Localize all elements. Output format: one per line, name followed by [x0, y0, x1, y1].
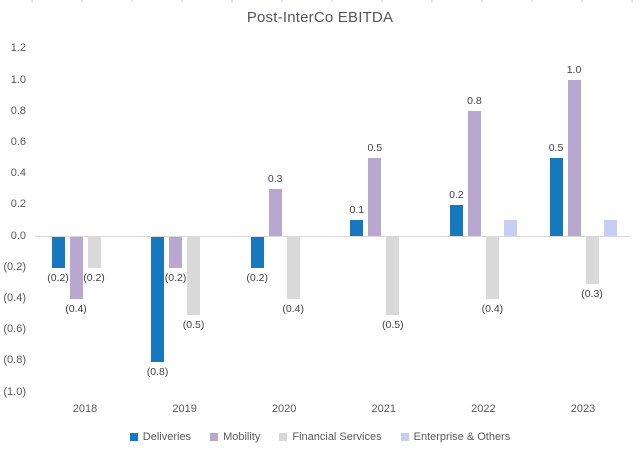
data-label: 0.1 — [349, 204, 365, 217]
y-axis-tick-label: 0.2 — [10, 198, 26, 211]
legend-item-deliveries: Deliveries — [129, 431, 192, 443]
y-axis-tick-label: (1.0) — [3, 385, 26, 398]
legend-swatch-icon — [210, 433, 219, 441]
data-label: 0.2 — [449, 188, 464, 201]
x-axis-label-2023: 2023 — [570, 403, 596, 415]
data-label: (0.3) — [581, 287, 603, 300]
legend-label: Financial Services — [292, 431, 382, 443]
data-label: 0.3 — [267, 173, 283, 186]
legend-swatch-icon — [129, 433, 138, 441]
data-label: (0.2) — [83, 272, 105, 285]
bar-mobility-2023 — [567, 80, 581, 236]
x-axis-label-2019: 2019 — [172, 403, 197, 415]
data-label: (0.4) — [65, 303, 87, 316]
data-label: (0.5) — [382, 319, 404, 331]
data-label: 1.0 — [566, 64, 582, 76]
crop-edge-dashes — [0, 0, 640, 2]
data-label: (0.2) — [246, 272, 268, 285]
data-label: (0.4) — [481, 303, 504, 316]
bar-mobility-2020 — [268, 189, 282, 236]
legend-swatch-icon — [400, 433, 409, 441]
bar-financial-services-2021 — [386, 237, 400, 315]
bar-mobility-2019 — [169, 237, 183, 269]
y-axis-tick-label: 0.8 — [10, 104, 26, 117]
legend-label: Enterprise & Others — [413, 431, 511, 443]
legend-item-financial-services: Financial Services — [279, 431, 382, 443]
y-axis-tick-label: (0.8) — [3, 354, 26, 367]
bar-financial-services-2018 — [87, 237, 101, 269]
legend-item-enterprise-others: Enterprise & Others — [400, 431, 511, 443]
y-axis-tick-label: (0.2) — [3, 260, 26, 273]
bar-financial-services-2022 — [485, 237, 499, 300]
data-label: (0.5) — [182, 319, 205, 331]
x-axis-label-2018: 2018 — [72, 403, 98, 415]
data-label: 0.5 — [367, 142, 383, 154]
bar-deliveries-2021 — [350, 220, 364, 236]
bar-deliveries-2018 — [51, 237, 65, 269]
bar-enterprise-others-2023 — [603, 220, 617, 236]
bar-deliveries-2023 — [549, 158, 563, 236]
bar-enterprise-others-2022 — [503, 220, 517, 236]
data-label: (0.4) — [282, 303, 304, 316]
bar-financial-services-2020 — [286, 237, 300, 300]
y-axis-tick-label: 1.2 — [10, 42, 26, 55]
y-axis-tick-label: (0.6) — [3, 323, 26, 336]
legend: Deliveries Mobility Financial Services Ente… — [0, 431, 640, 443]
zero-axis-line — [35, 236, 631, 237]
data-label: (0.2) — [47, 272, 69, 285]
data-label: (0.2) — [164, 272, 187, 285]
data-label: (0.8) — [146, 365, 169, 378]
x-axis-label-2021: 2021 — [371, 403, 397, 415]
y-axis-tick-label: 1.0 — [10, 73, 26, 86]
bar-mobility-2021 — [368, 158, 382, 236]
legend-label: Deliveries — [142, 431, 192, 443]
x-axis-label-2020: 2020 — [271, 403, 297, 415]
chart-title: Post-InterCo EBITDA — [246, 9, 394, 26]
y-axis-tick-label: 0.6 — [10, 135, 26, 148]
data-label: 0.8 — [467, 95, 482, 108]
legend-swatch-icon — [279, 433, 288, 441]
bar-mobility-2022 — [467, 111, 481, 236]
bar-deliveries-2020 — [250, 237, 264, 269]
bar-deliveries-2019 — [151, 237, 165, 362]
x-axis-label-2022: 2022 — [471, 403, 496, 415]
y-axis-tick-label: 0.0 — [10, 229, 26, 242]
y-axis-tick-label: (0.4) — [3, 291, 26, 304]
bar-deliveries-2022 — [449, 204, 463, 236]
bar-financial-services-2019 — [187, 237, 201, 315]
legend-item-mobility: Mobility — [210, 431, 260, 443]
y-axis-tick-label: 0.4 — [10, 167, 26, 180]
legend-label: Mobility — [223, 431, 261, 443]
bar-mobility-2018 — [69, 237, 83, 300]
bar-financial-services-2023 — [585, 237, 599, 284]
data-label: 0.5 — [548, 142, 564, 154]
